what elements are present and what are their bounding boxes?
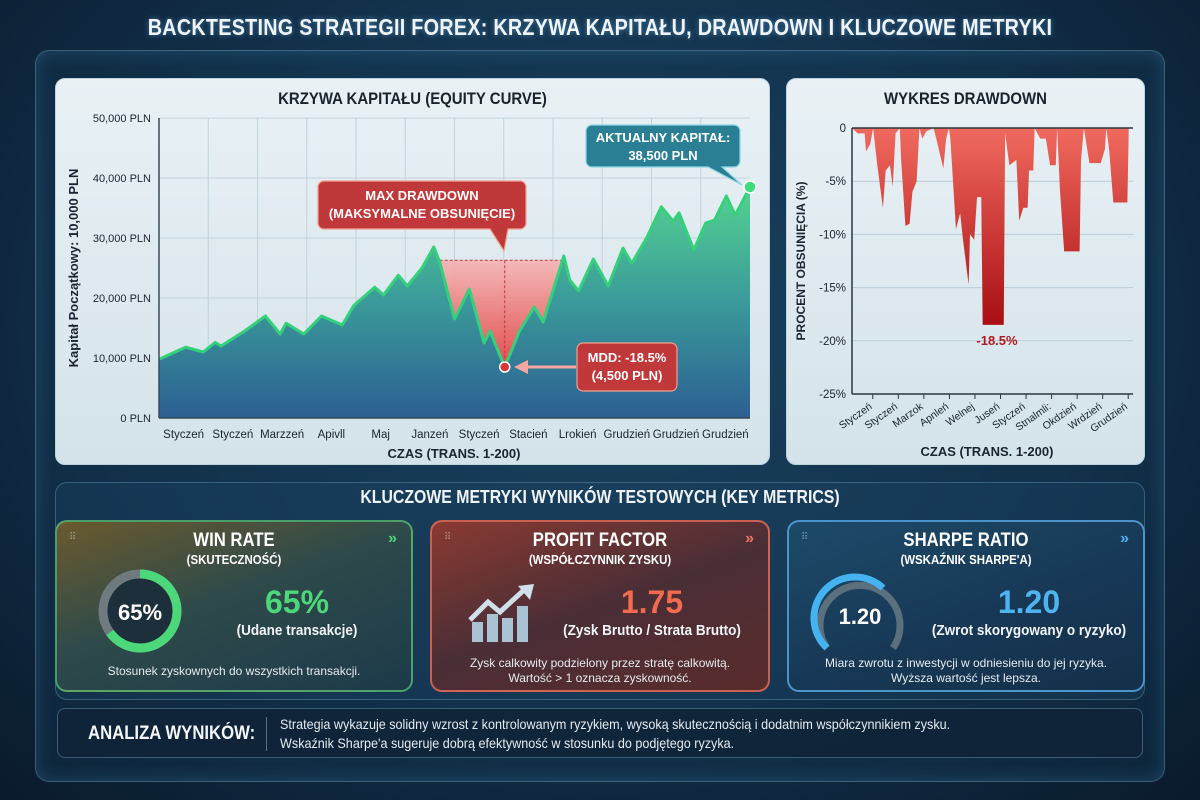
sharpe-title: SHARPE RATIO (903, 530, 1029, 551)
equity-x-tick-label: Apivll (318, 429, 345, 441)
sharpe-gauge-icon: 1.20 (810, 573, 904, 651)
equity-y-tick-label: 20,000 PLN (93, 293, 151, 305)
grip-icon: ⠿ (444, 532, 451, 543)
equity-y-tick-label: 50,000 PLN (93, 113, 151, 125)
trough-point (498, 361, 511, 373)
sharpe-caption: (Zwrot skorygowany o ryzyko) (931, 622, 1127, 639)
max-drawdown-value-label: -18.5% (976, 333, 1018, 348)
drawdown-y-tick-label: -10% (819, 229, 846, 241)
profit-factor-subtitle: (WSPÓŁCZYNNIK ZYSKU) (528, 552, 672, 567)
chevron-right-icon[interactable]: » (1120, 530, 1129, 547)
sharpe-gauge-label: 1.20 (839, 604, 882, 629)
sharpe-value: 1.20 (997, 584, 1061, 620)
equity-y-tick-label: 0 PLN (120, 413, 151, 425)
drawdown-y-tick-label: 0 (840, 123, 846, 135)
drawdown-panel: WYKRES DRAWDOWN 0 -5% -10% -15% -20% -25% Styc… (786, 78, 1145, 465)
analysis-label: ANALIZA WYNIKÓW: (88, 723, 256, 744)
sharpe-gauge-fill (810, 573, 886, 651)
win-rate-card: ⠿ » WIN RATE (SKUTECZNOŚĆ) 65% 65% (Udan… (55, 520, 413, 692)
current-capital-value: 38,500 PLN (628, 148, 697, 163)
rising-chart-arrow-icon (468, 584, 534, 642)
equity-x-tick-label: Grudzień (653, 429, 700, 441)
max-drawdown-callout: MAX DRAWDOWN (MAKSYMALNE OBSUNIĘCIE) (317, 180, 527, 253)
drawdown-region (439, 260, 564, 367)
drawdown-y-axis-title: PROCENT OBSUNIĘCIA (%) (794, 182, 808, 341)
drawdown-x-tick-label: Apnleń (917, 401, 951, 430)
sharpe-footer-1: Miara zwrotu z inwestycji w odniesieniu … (824, 656, 1108, 670)
win-rate-value: 65% (264, 584, 330, 620)
current-capital-label: AKTUALNY KAPITAŁ: (596, 130, 731, 145)
equity-x-tick-label: Lrokień (559, 429, 597, 441)
drawdown-y-tick-label: -15% (819, 283, 846, 295)
win-rate-title: WIN RATE (193, 530, 275, 551)
mdd-amount: (4,500 PLN) (592, 368, 663, 383)
equity-x-tick-label: Styczeń (459, 429, 500, 441)
win-rate-caption: (Udane transakcje) (236, 622, 358, 639)
grip-icon: ⠿ (69, 532, 76, 543)
max-drawdown-sublabel: (MAKSYMALNE OBSUNIĘCIE) (329, 206, 515, 221)
equity-x-tick-label: Janzeń (411, 429, 448, 441)
drawdown-y-tick-label: -5% (826, 176, 846, 188)
analysis-line-1: Strategia wykazuje solidny wzrost z kont… (280, 716, 951, 732)
equity-line (158, 186, 752, 369)
analysis-line-2: Wskaźnik Sharpe'a sugeruje dobrą efektyw… (280, 735, 735, 751)
profit-factor-footer-2: Wartość > 1 oznacza zyskowność. (508, 671, 692, 685)
equity-x-tick-label: Styczeń (212, 429, 253, 441)
grip-icon: ⠿ (801, 532, 808, 543)
sharpe-ratio-card: ⠿ » SHARPE RATIO (WSKAŹNIK SHARPE'A) 1.2… (787, 520, 1145, 692)
drawdown-x-tick-label: Welnej (944, 401, 977, 429)
analysis-text: Strategia wykazuje solidny wzrost z kont… (280, 715, 950, 753)
equity-x-tick-label: Stacień (509, 429, 547, 441)
win-rate-donut-fill (98, 569, 182, 653)
equity-chart: 0 PLN 10,000 PLN 20,000 PLN 30,000 PLN 40,00… (66, 113, 757, 461)
analysis-bar: ANALIZA WYNIKÓW: Strategia wykazuje soli… (57, 708, 1143, 758)
equity-x-tick-label: Styczeń (163, 429, 204, 441)
mdd-percent: MDD: -18.5% (588, 350, 667, 365)
chevron-right-icon[interactable]: » (745, 530, 754, 547)
max-drawdown-label: MAX DRAWDOWN (365, 188, 478, 203)
equity-curve-panel: KRZYWA KAPITAŁU (EQUITY CURVE) 0 PLN 10,0… (55, 78, 770, 465)
drawdown-chart: 0-5%-10%-15%-20%-25%StyczeńStyczeńMarzok… (794, 123, 1133, 459)
analysis-divider (266, 717, 267, 751)
mdd-arrowhead-icon (514, 360, 528, 374)
mdd-callout: MDD: -18.5% (4,500 PLN) (514, 342, 678, 392)
profit-factor-value: 1.75 (620, 584, 684, 620)
equity-y-tick-label: 40,000 PLN (93, 173, 151, 185)
equity-y-tick-label: 10,000 PLN (93, 353, 151, 365)
drawdown-x-axis-title: CZAS (TRANS. 1-200) (921, 444, 1054, 459)
win-rate-footer: Stosunek zyskownych do wszystkich transa… (107, 664, 361, 678)
win-rate-subtitle: (SKUTECZNOŚĆ) (186, 552, 282, 567)
equity-x-tick-label: Grudzień (604, 429, 651, 441)
equity-chart-title: KRZYWA KAPITAŁU (EQUITY CURVE) (278, 89, 547, 108)
metrics-section-title: KLUCZOWE METRYKI WYNIKÓW TESTOWYCH (KEY … (360, 487, 840, 507)
profit-factor-title: PROFIT FACTOR (532, 530, 668, 551)
profit-factor-card: ⠿ » PROFIT FACTOR (WSPÓŁCZYNNIK ZYSKU) 1… (430, 520, 770, 692)
drawdown-chart-title: WYKRES DRAWDOWN (884, 89, 1047, 108)
drawdown-y-tick-label: -20% (819, 336, 846, 348)
equity-x-tick-label: Maj (371, 429, 390, 441)
equity-y-tick-label: 30,000 PLN (93, 233, 151, 245)
equity-x-tick-label: Marzzeń (260, 429, 304, 441)
profit-factor-footer-1: Zysk calkowity podzielony przez stratę c… (469, 656, 731, 670)
win-rate-donut-icon: 65% (98, 569, 182, 653)
chevron-right-icon[interactable]: » (388, 530, 397, 547)
drawdown-y-tick-label: -25% (819, 389, 846, 401)
page-title: BACKTESTING STRATEGII FOREX: KRZYWA KAPI… (147, 14, 1053, 40)
equity-x-axis-title: CZAS (TRANS. 1-200) (388, 446, 521, 461)
profit-factor-caption: (Zysk Brutto / Strata Brutto) (563, 622, 741, 639)
equity-x-tick-label: Grudzień (702, 429, 749, 441)
sharpe-footer-2: Wyższa wartość jest lepsza. (891, 671, 1041, 685)
current-capital-callout: AKTUALNY KAPITAŁ: 38,500 PLN (585, 124, 743, 186)
drawdown-area (852, 128, 1133, 325)
sharpe-subtitle: (WSKAŹNIK SHARPE'A) (900, 552, 1032, 567)
current-capital-point (743, 180, 757, 194)
win-rate-ring-label: 65% (118, 600, 162, 625)
equity-y-axis-title: Kapitał Początkowy: 10,000 PLN (66, 169, 81, 368)
